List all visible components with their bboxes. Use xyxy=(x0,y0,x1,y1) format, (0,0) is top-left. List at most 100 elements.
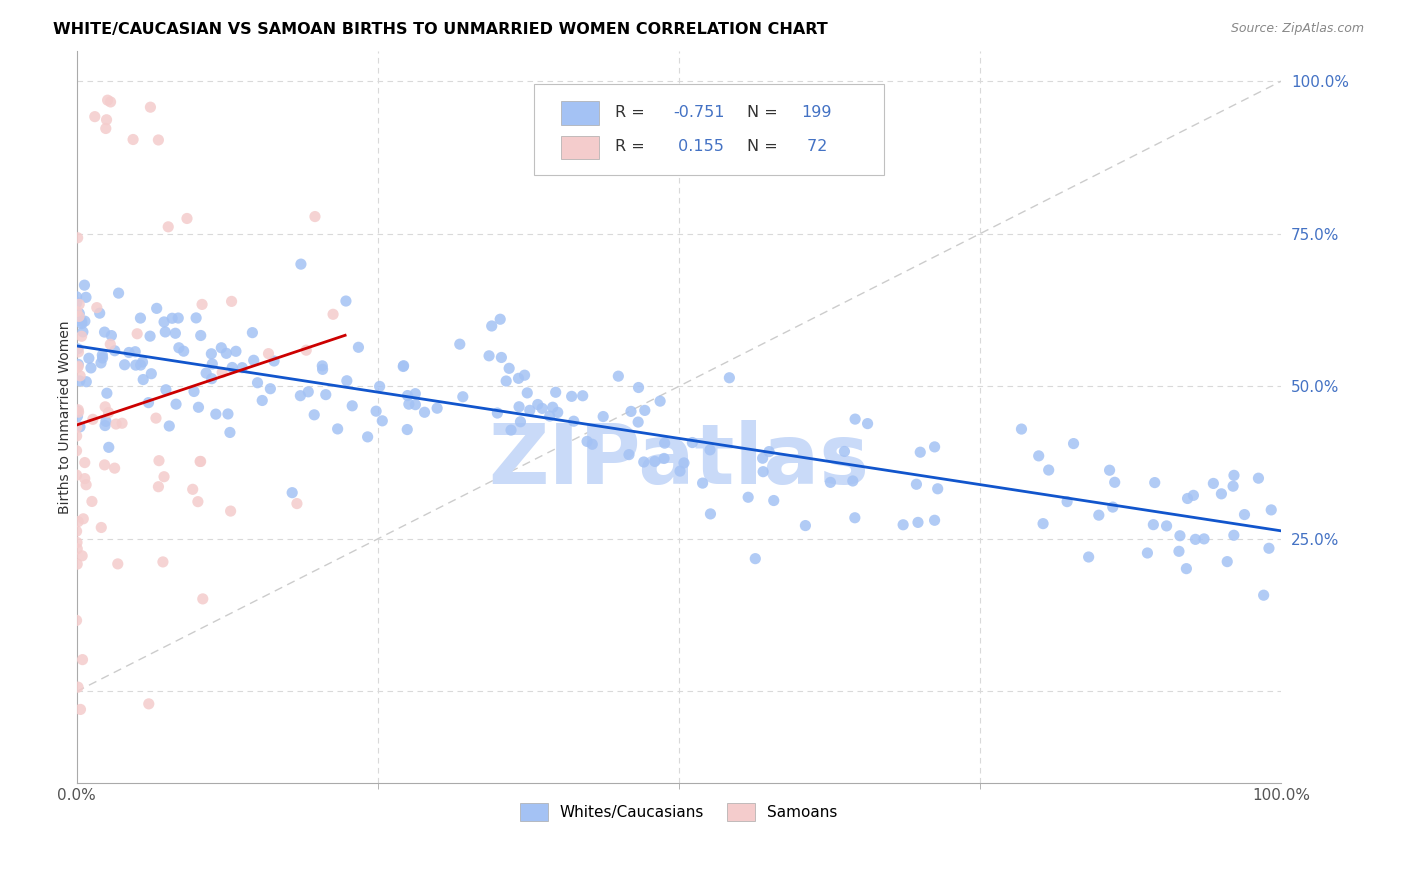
Point xyxy=(153,469,176,483)
Point xyxy=(65,443,87,458)
Point xyxy=(138,697,160,711)
Point xyxy=(190,454,212,468)
Point xyxy=(672,456,695,470)
Point xyxy=(347,340,370,354)
Point xyxy=(692,476,714,491)
Point xyxy=(617,448,640,462)
Point xyxy=(94,414,117,428)
Point xyxy=(336,374,359,388)
Point xyxy=(924,440,946,454)
Point xyxy=(82,412,104,426)
Point xyxy=(66,360,89,375)
Point xyxy=(652,451,675,466)
Point xyxy=(326,422,349,436)
Point xyxy=(252,393,274,408)
Point xyxy=(75,375,97,389)
Point xyxy=(257,346,280,360)
Point xyxy=(73,472,96,486)
Point xyxy=(132,373,155,387)
Point xyxy=(592,409,614,424)
Point xyxy=(285,497,308,511)
Point xyxy=(93,458,115,472)
Point xyxy=(66,231,89,245)
Point xyxy=(486,406,509,420)
Point xyxy=(131,355,153,369)
Point xyxy=(89,306,111,320)
Point xyxy=(633,455,655,469)
Point xyxy=(66,342,89,356)
Point xyxy=(205,407,228,421)
Point xyxy=(215,346,238,360)
Point xyxy=(127,326,149,341)
Point xyxy=(66,557,89,571)
Point xyxy=(650,394,672,409)
Point xyxy=(681,435,703,450)
Point xyxy=(209,341,232,355)
Point xyxy=(311,359,333,373)
Point xyxy=(820,475,842,490)
Point xyxy=(627,380,650,394)
Point xyxy=(1222,479,1244,493)
Point xyxy=(315,387,337,401)
Point xyxy=(165,326,187,341)
Text: 72: 72 xyxy=(801,139,827,154)
Point xyxy=(96,386,118,401)
Point xyxy=(96,112,118,127)
FancyBboxPatch shape xyxy=(561,101,599,125)
Text: N =: N = xyxy=(748,139,783,154)
Point xyxy=(66,304,89,318)
Point xyxy=(413,405,436,419)
Point xyxy=(70,314,93,328)
Point xyxy=(371,414,394,428)
Point xyxy=(620,404,643,418)
Point xyxy=(67,297,90,311)
Point xyxy=(1184,533,1206,547)
Point xyxy=(398,397,420,411)
Point xyxy=(404,398,426,412)
Point xyxy=(1063,436,1085,450)
FancyBboxPatch shape xyxy=(561,136,599,159)
Point xyxy=(302,408,325,422)
Point xyxy=(167,311,190,326)
Point xyxy=(69,368,91,383)
Point xyxy=(188,454,211,468)
Point xyxy=(148,480,170,494)
Point xyxy=(181,483,204,497)
Text: ZIPatlas: ZIPatlas xyxy=(488,420,869,501)
Point xyxy=(72,652,94,666)
Point xyxy=(1056,494,1078,508)
Point xyxy=(478,349,501,363)
Text: R =: R = xyxy=(614,104,650,120)
Point xyxy=(73,314,96,328)
Point xyxy=(1233,508,1256,522)
Point xyxy=(1168,529,1191,543)
Point xyxy=(93,325,115,339)
Point xyxy=(91,351,114,365)
Point xyxy=(368,379,391,393)
Point xyxy=(191,297,214,311)
Point xyxy=(148,453,170,467)
Point xyxy=(77,351,100,366)
Point xyxy=(538,409,561,423)
Point xyxy=(67,359,90,374)
Point xyxy=(104,461,127,475)
Point xyxy=(1202,476,1225,491)
Point xyxy=(498,361,520,376)
Point xyxy=(66,420,89,434)
Point xyxy=(104,343,127,358)
Point xyxy=(737,490,759,504)
Point xyxy=(118,345,141,359)
Point xyxy=(356,430,378,444)
Point xyxy=(844,510,866,524)
Point xyxy=(124,344,146,359)
Point xyxy=(69,420,91,434)
Point xyxy=(70,329,93,343)
Point xyxy=(155,383,177,397)
Point xyxy=(1175,561,1198,575)
Point xyxy=(201,372,224,386)
Point xyxy=(396,423,419,437)
Point xyxy=(67,405,90,419)
Point xyxy=(290,389,312,403)
Point xyxy=(105,417,128,431)
Point xyxy=(219,504,242,518)
